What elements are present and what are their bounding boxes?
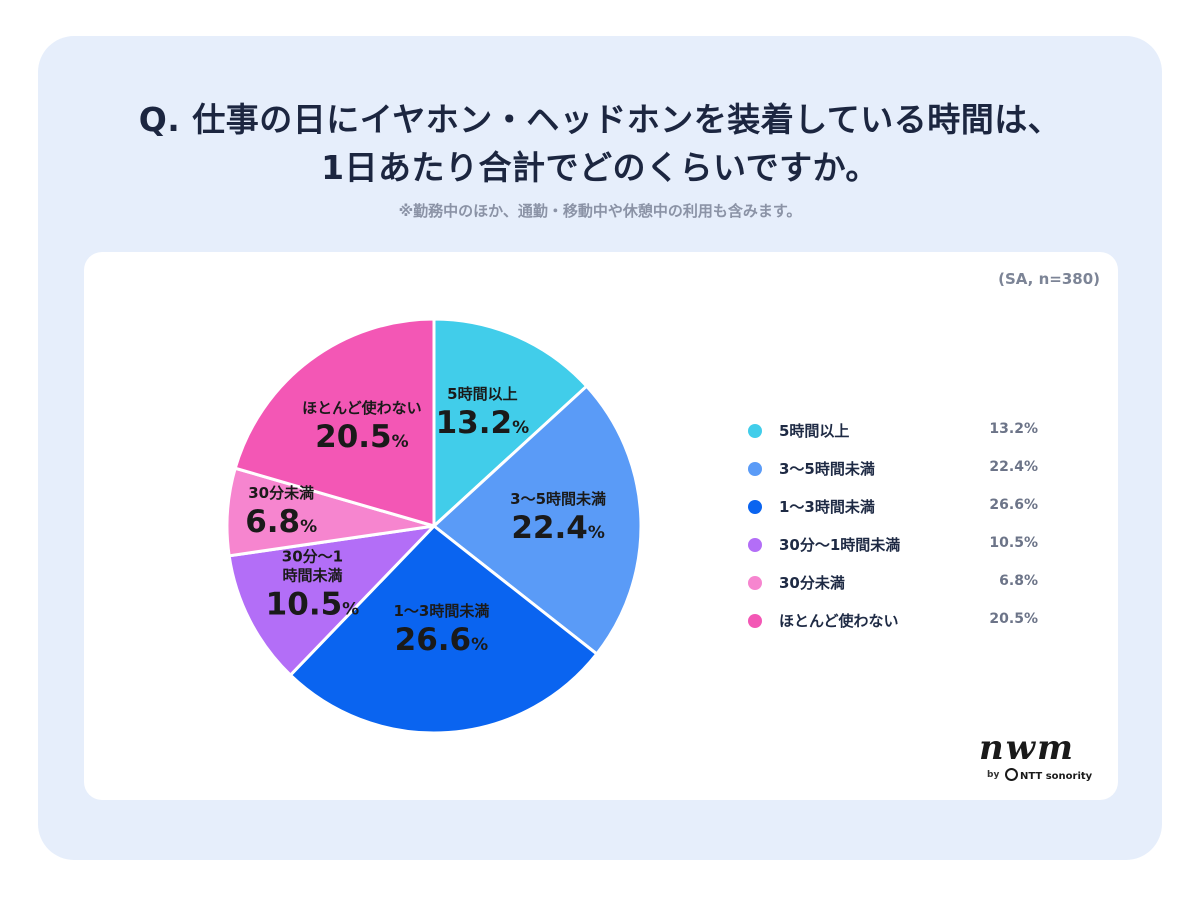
slice-30m-1h bbox=[227, 523, 439, 678]
legend-label: 3〜5時間未満 bbox=[779, 460, 875, 478]
chart-note: ※勤務中のほか、通勤・移動中や休憩中の利用も含みます。 bbox=[398, 202, 802, 220]
legend-swatch bbox=[748, 462, 762, 476]
slice-value: 10.5% bbox=[265, 586, 360, 623]
title-line-1: Q. 仕事の日にイヤホン・ヘッドホンを装着している時間は、 bbox=[138, 100, 1062, 139]
legend-label: ほとんど使わない bbox=[779, 612, 899, 630]
slice-category: 1〜3時間未満 bbox=[393, 602, 490, 621]
slice-label-under-30m: 30分未満 6.8% bbox=[245, 484, 317, 546]
slice-category: 時間未満 bbox=[282, 566, 343, 585]
slice-unit: % bbox=[471, 635, 489, 656]
legend-swatch bbox=[748, 538, 762, 552]
slice-label-5h-plus: 5時間以上 13.2% bbox=[436, 385, 530, 447]
slice-category: 30分〜1 bbox=[281, 547, 344, 566]
slice-label-rarely: ほとんど使わない 20.5% bbox=[302, 399, 422, 461]
sample-size-label: (SA, n=380) bbox=[998, 270, 1100, 288]
slice-value: 22.4% bbox=[511, 510, 605, 547]
slice-value: 26.6% bbox=[394, 622, 489, 659]
legend-value: 22.4% bbox=[989, 459, 1038, 475]
slice-unit: % bbox=[512, 418, 530, 439]
legend-label: 1〜3時間未満 bbox=[779, 498, 875, 516]
brand-logo: nwm by NTT sonority bbox=[975, 728, 1105, 788]
legend-item: ほとんど使わない 20.5% bbox=[748, 607, 1038, 645]
title-line-2: 1日あたり合計でどのくらいですか。 bbox=[321, 148, 879, 187]
legend-label: 5時間以上 bbox=[779, 422, 850, 440]
logo-company: NTT sonority bbox=[1005, 768, 1092, 782]
slice-label-1-3h: 1〜3時間未満 26.6% bbox=[393, 602, 489, 664]
legend-value: 20.5% bbox=[989, 611, 1038, 627]
legend-swatch bbox=[748, 500, 762, 514]
ntt-ring-icon bbox=[1005, 768, 1018, 781]
slice-unit: % bbox=[391, 431, 409, 452]
legend-item: 1〜3時間未満 26.6% bbox=[748, 493, 1038, 531]
legend-swatch bbox=[748, 614, 762, 628]
slice-category: ほとんど使わない bbox=[302, 398, 422, 417]
legend: 5時間以上 13.2% 3〜5時間未満 22.4% 1〜3時間未満 26.6% 30分〜1時… bbox=[748, 417, 1038, 645]
slice-1-3h bbox=[288, 523, 599, 735]
slice-3-5h bbox=[431, 384, 643, 657]
legend-swatch bbox=[748, 424, 762, 438]
legend-item: 30分〜1時間未満 10.5% bbox=[748, 531, 1038, 569]
legend-value: 10.5% bbox=[989, 535, 1038, 551]
legend-item: 30分未満 6.8% bbox=[748, 569, 1038, 607]
slice-unit: % bbox=[342, 599, 360, 620]
logo-wordmark: nwm bbox=[979, 728, 1075, 768]
slice-category: 5時間以上 bbox=[447, 385, 518, 404]
slice-rarely bbox=[233, 317, 436, 528]
logo-by: by bbox=[987, 770, 1000, 780]
legend-item: 3〜5時間未満 22.4% bbox=[748, 455, 1038, 493]
legend-item: 5時間以上 13.2% bbox=[748, 417, 1038, 455]
slice-category: 3〜5時間未満 bbox=[510, 490, 607, 509]
legend-label: 30分〜1時間未満 bbox=[779, 536, 901, 554]
slice-label-30m-1h: 30分〜1 時間未満 10.5% bbox=[266, 548, 360, 629]
slice-unit: % bbox=[300, 517, 318, 538]
slice-value: 13.2% bbox=[435, 405, 530, 442]
chart-title: Q. 仕事の日にイヤホン・ヘッドホンを装着している時間は、 1日あたり合計でどの… bbox=[0, 96, 1200, 192]
legend-label: 30分未満 bbox=[779, 574, 845, 592]
slice-category: 30分未満 bbox=[248, 484, 315, 503]
legend-value: 26.6% bbox=[989, 497, 1038, 513]
legend-value: 6.8% bbox=[999, 573, 1038, 589]
slice-label-3-5h: 3〜5時間未満 22.4% bbox=[510, 490, 606, 552]
slice-unit: % bbox=[587, 523, 605, 544]
logo-company-name: NTT sonority bbox=[1020, 771, 1093, 782]
slice-value: 6.8% bbox=[245, 504, 318, 541]
legend-value: 13.2% bbox=[989, 421, 1038, 437]
slice-value: 20.5% bbox=[315, 418, 409, 455]
slice-5h-plus bbox=[432, 317, 589, 530]
legend-swatch bbox=[748, 576, 762, 590]
